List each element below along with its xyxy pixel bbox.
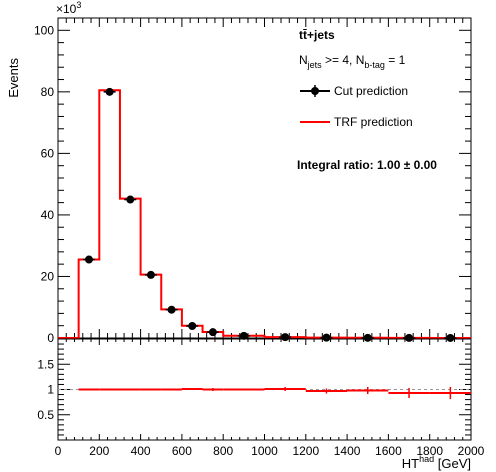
ratio-axis-ticks: 0 200 400 600 800 1000 1200 1400 1600 1800 2000 0.5… (37, 339, 485, 458)
ratio-point (161, 388, 182, 391)
x-tick-label: 1800 (416, 444, 443, 458)
cut-point-marker (405, 333, 414, 342)
cut-prediction-point (403, 333, 416, 342)
cut-prediction-point (103, 87, 116, 96)
legend: tt̄+jets Njets >= 4, Nb-tag = 1 Cut pred… (297, 28, 437, 172)
x-axis-label: HThad [GeV] (402, 454, 471, 471)
x-tick-label: 1200 (292, 444, 319, 458)
legend-cut-marker (311, 87, 319, 95)
y-tick-label: 80 (41, 85, 55, 99)
cut-prediction-point (165, 305, 178, 314)
cut-point-marker (105, 87, 114, 96)
cut-prediction-point (237, 331, 250, 340)
cut-prediction-point (144, 270, 157, 279)
cut-prediction-point (82, 255, 95, 264)
cut-point-marker (363, 333, 372, 342)
cut-prediction-point (320, 333, 333, 342)
cut-prediction-point (444, 333, 457, 342)
cut-point-marker (146, 270, 155, 279)
x-tick-label: 2000 (458, 444, 485, 458)
x-tick-label: 1000 (251, 444, 278, 458)
y-axis-label: Events (6, 58, 21, 98)
y-multiplier: ×103 (56, 0, 81, 16)
integral-ratio-label: Integral ratio: 1.00 ± 0.00 (297, 158, 437, 172)
ratio-series-layer (78, 386, 471, 400)
y-tick-label: 20 (41, 269, 55, 283)
ratio-point (181, 387, 203, 391)
ratio-point (388, 387, 430, 399)
ratio-point (78, 388, 100, 391)
ratio-point (140, 388, 162, 391)
cut-point-marker (167, 305, 176, 314)
ratio-point (223, 388, 265, 391)
y-tick-label: 40 (41, 208, 55, 222)
x-tick-label: 1600 (375, 444, 402, 458)
cut-prediction-point (361, 333, 374, 342)
x-tick-label: 800 (213, 444, 233, 458)
ratio-point (99, 388, 120, 391)
cut-prediction-point (186, 322, 199, 330)
cut-prediction-point (206, 328, 219, 337)
legend-selection-label: Njets >= 4, Nb-tag = 1 (299, 53, 406, 70)
cut-point-marker (281, 333, 290, 342)
ratio-y-tick-label: 1.5 (37, 357, 54, 371)
legend-cut-label: Cut prediction (334, 84, 408, 98)
ratio-point (347, 386, 389, 395)
ratio-y-tick-label: 0.5 (37, 408, 54, 422)
cut-point-marker (208, 328, 217, 337)
ratio-point (429, 386, 471, 400)
ratio-point (305, 388, 348, 394)
x-tick-label: 400 (131, 444, 151, 458)
x-tick-label: 0 (55, 444, 62, 458)
y-tick-label: 60 (41, 146, 55, 160)
cut-point-marker (322, 333, 331, 342)
cut-point-marker (239, 331, 248, 340)
legend-process-label: tt̄+jets (299, 28, 335, 42)
cut-point-marker (188, 322, 197, 330)
ratio-point (119, 388, 141, 391)
y-tick-label: 100 (34, 23, 54, 37)
cut-point-marker (446, 333, 455, 342)
cut-prediction-point (124, 195, 137, 204)
legend-trf-label: TRF prediction (334, 115, 413, 129)
cut-point-marker (84, 255, 93, 264)
x-tick-label: 1400 (334, 444, 361, 458)
ratio-point (264, 386, 306, 392)
ratio-y-tick-label: 1 (47, 383, 54, 397)
ratio-point (202, 387, 224, 392)
main-series-layer (58, 87, 471, 342)
y-tick-label: 0 (47, 331, 54, 345)
x-tick-label: 200 (89, 444, 109, 458)
main-axis-ticks: 0 20 40 60 80 100 (34, 17, 472, 345)
x-tick-label: 600 (172, 444, 192, 458)
cut-point-marker (126, 195, 135, 204)
